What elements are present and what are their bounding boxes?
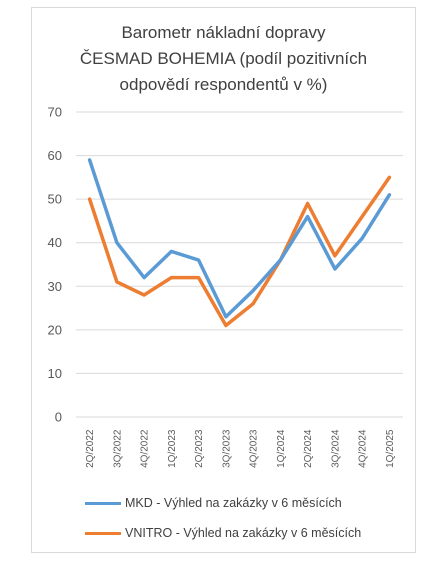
legend-label-mkd: MKD - Výhled na zakázky v 6 měsících xyxy=(125,496,342,510)
x-tick-label: 3Q/2023 xyxy=(221,429,232,468)
x-tick-label: 2Q/2024 xyxy=(303,429,314,468)
y-tick-label: 20 xyxy=(48,322,62,337)
chart-title: Barometr nákladní dopravy ČESMAD BOHEMIA… xyxy=(32,20,415,98)
legend-item-vnitro: VNITRO - Výhled na zakázky v 6 měsících xyxy=(85,526,361,540)
x-tick-label: 2Q/2023 xyxy=(194,429,205,468)
y-tick-label: 40 xyxy=(48,235,62,250)
y-tick-label: 10 xyxy=(48,366,62,381)
y-tick-label: 30 xyxy=(48,279,62,294)
legend-item-mkd: MKD - Výhled na zakázky v 6 měsících xyxy=(85,496,342,510)
x-tick-label: 1Q/2025 xyxy=(385,429,396,468)
x-tick-label: 4Q/2022 xyxy=(140,429,151,468)
y-tick-label: 60 xyxy=(48,148,62,163)
x-tick-label: 4Q/2023 xyxy=(249,429,260,468)
x-tick-label: 3Q/2022 xyxy=(112,429,123,468)
legend-swatch-vnitro xyxy=(85,531,121,535)
chart-title-line-1: Barometr nákladní dopravy xyxy=(121,23,326,42)
y-tick-label: 50 xyxy=(48,192,62,207)
legend-swatch-mkd xyxy=(85,501,121,505)
y-tick-label: 0 xyxy=(55,410,62,425)
y-tick-label: 70 xyxy=(48,105,62,120)
x-tick-label: 2Q/2022 xyxy=(85,429,96,468)
x-tick-label: 3Q/2024 xyxy=(330,429,341,468)
legend-label-vnitro: VNITRO - Výhled na zakázky v 6 měsících xyxy=(125,526,362,540)
x-tick-label: 1Q/2024 xyxy=(276,429,287,468)
x-tick-label: 1Q/2023 xyxy=(167,429,178,468)
series-line-mkd xyxy=(87,158,392,319)
chart-frame: Barometr nákladní dopravy ČESMAD BOHEMIA… xyxy=(31,7,416,553)
x-tick-label: 4Q/2024 xyxy=(358,429,369,468)
chart-title-line-2: ČESMAD BOHEMIA (podíl pozitivních xyxy=(79,49,368,68)
series-line-vnitro xyxy=(87,175,392,328)
chart-title-line-3: odpovědí respondentů v %) xyxy=(119,75,328,94)
